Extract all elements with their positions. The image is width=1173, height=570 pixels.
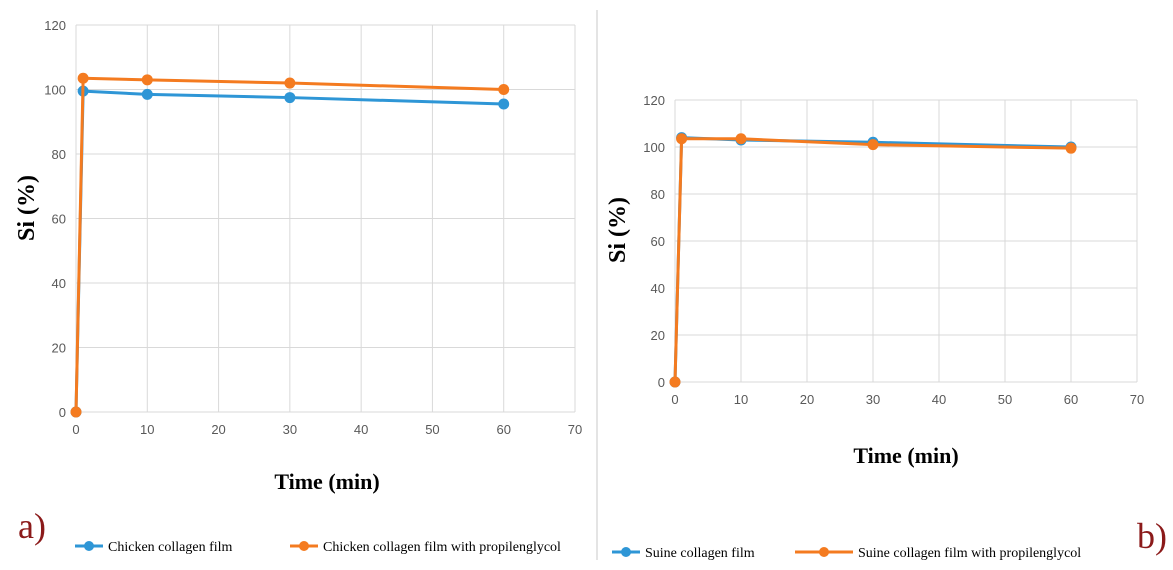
chart-a-legend-item-1: Chicken collagen film — [75, 540, 233, 555]
chart-a-legend-marker-1 — [84, 541, 94, 551]
chart-b-x-tick-label: 30 — [866, 392, 880, 407]
chart-a-x-axis-title: Time (min) — [274, 469, 379, 494]
chart-b-x-tick-label: 60 — [1064, 392, 1078, 407]
chart-a-series-2-point — [77, 72, 89, 84]
chart-b-y-tick-label: 120 — [643, 93, 665, 108]
chart-b-y-tick-label: 40 — [651, 281, 665, 296]
chart-a-x-tick-label: 10 — [140, 422, 154, 437]
chart-a-series-2-point — [70, 406, 82, 418]
chart-b-legend-marker-2 — [819, 547, 829, 557]
chart-a-series-2-point — [498, 84, 510, 95]
chart-b-series-2-point — [735, 133, 747, 145]
chart-b-legend-label-1: Suine collagen film — [645, 546, 755, 561]
chart-a-x-tick-label: 0 — [72, 422, 79, 437]
chart-a-series-1-point — [498, 98, 510, 110]
chart-b-series — [669, 132, 1077, 388]
chart-a-x-tick-label: 20 — [211, 422, 225, 437]
chart-b-x-tick-label: 0 — [671, 392, 678, 407]
chart-a-grid — [75, 24, 576, 413]
chart-b-y-tick-label: 20 — [651, 328, 665, 343]
chart-b-x-tick-label: 70 — [1130, 392, 1144, 407]
chart-a-series-1-point — [284, 92, 296, 104]
chart-a-y-tick-label: 100 — [44, 83, 66, 98]
chart-a-legend-label-1: Chicken collagen film — [108, 540, 233, 555]
chart-a-y-tick-label: 120 — [44, 18, 66, 33]
chart-b-y-axis-title: Si (%) — [605, 197, 631, 263]
chart-a-legend-label-2: Chicken collagen film with propilenglyco… — [323, 540, 561, 555]
chart-a-panel-label: a) — [18, 506, 46, 546]
chart-b-legend-item-2: Suine collagen film with propilenglycol — [795, 546, 1081, 561]
chart-a-y-tick-label: 0 — [59, 405, 66, 420]
chart-b: 0 10 20 30 40 50 60 70 0 20 40 60 80 100 120 Time (mi… — [605, 93, 1167, 561]
chart-a-x-tick-label: 50 — [425, 422, 439, 437]
chart-b-y-tick-label: 0 — [658, 375, 665, 390]
chart-a-y-axis-title: Si (%) — [14, 175, 40, 241]
chart-b-series-2-point — [676, 133, 688, 145]
chart-a-legend-item-2: Chicken collagen film with propilenglyco… — [290, 540, 561, 555]
chart-b-y-tick-label: 100 — [643, 140, 665, 155]
chart-a-y-tick-label: 40 — [52, 276, 66, 291]
chart-a-y-tick-label: 60 — [52, 212, 66, 227]
chart-b-x-ticks: 0 10 20 30 40 50 60 70 — [671, 392, 1144, 407]
chart-a-series-2-point — [284, 77, 296, 89]
chart-a-x-tick-label: 30 — [283, 422, 297, 437]
chart-a-legend: Chicken collagen film Chicken collagen f… — [75, 540, 561, 555]
chart-b-y-tick-label: 80 — [651, 187, 665, 202]
chart-b-series-2-point — [1065, 142, 1077, 154]
chart-b-x-tick-label: 20 — [800, 392, 814, 407]
chart-b-y-ticks: 0 20 40 60 80 100 120 — [643, 93, 665, 390]
chart-a-y-tick-label: 20 — [52, 341, 66, 356]
chart-b-x-tick-label: 50 — [998, 392, 1012, 407]
chart-b-x-tick-label: 40 — [932, 392, 946, 407]
chart-b-legend: Suine collagen film Suine collagen film … — [612, 546, 1081, 561]
chart-a: 0 10 20 30 40 50 60 70 0 20 40 60 80 100 120 Time (mi… — [14, 18, 582, 555]
chart-b-legend-marker-1 — [621, 547, 631, 557]
chart-b-panel-label: b) — [1137, 516, 1167, 556]
chart-a-series-2-point — [141, 74, 153, 86]
chart-a-x-tick-label: 70 — [568, 422, 582, 437]
chart-b-legend-item-1: Suine collagen film — [612, 546, 755, 561]
chart-a-x-tick-label: 40 — [354, 422, 368, 437]
chart-a-y-tick-label: 80 — [52, 147, 66, 162]
chart-b-legend-label-2: Suine collagen film with propilenglycol — [858, 546, 1081, 561]
chart-a-series — [70, 72, 510, 418]
chart-a-legend-marker-2 — [299, 541, 309, 551]
chart-a-y-ticks: 0 20 40 60 80 100 120 — [44, 18, 66, 420]
chart-b-series-2-point — [867, 139, 879, 151]
chart-b-x-tick-label: 10 — [734, 392, 748, 407]
chart-a-x-ticks: 0 10 20 30 40 50 60 70 — [72, 422, 582, 437]
chart-b-y-tick-label: 60 — [651, 234, 665, 249]
chart-b-series-2-point — [669, 376, 681, 388]
chart-b-x-axis-title: Time (min) — [853, 443, 958, 468]
chart-a-x-tick-label: 60 — [496, 422, 510, 437]
chart-a-series-1-point — [141, 88, 153, 100]
